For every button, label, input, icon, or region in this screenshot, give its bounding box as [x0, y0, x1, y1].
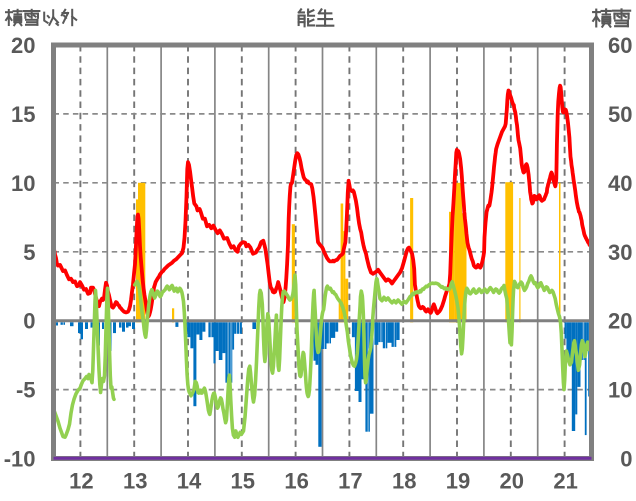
svg-text:5: 5 [23, 240, 35, 265]
svg-text:21: 21 [553, 469, 577, 494]
svg-text:14: 14 [177, 469, 202, 494]
svg-text:19: 19 [446, 469, 470, 494]
svg-text:30: 30 [608, 240, 632, 265]
svg-text:16: 16 [284, 469, 308, 494]
svg-text:18: 18 [392, 469, 416, 494]
svg-text:10: 10 [608, 378, 632, 403]
svg-text:12: 12 [69, 469, 93, 494]
svg-text:20: 20 [608, 309, 632, 334]
svg-text:60: 60 [608, 33, 632, 58]
svg-text:20: 20 [11, 33, 35, 58]
svg-text:0: 0 [23, 309, 35, 334]
svg-text:13: 13 [123, 469, 147, 494]
svg-text:20: 20 [500, 469, 524, 494]
svg-text:0: 0 [620, 447, 632, 472]
svg-text:-10: -10 [4, 447, 36, 472]
svg-text:40: 40 [608, 171, 632, 196]
svg-text:17: 17 [338, 469, 362, 494]
svg-text:50: 50 [608, 102, 632, 127]
svg-text:10: 10 [11, 171, 35, 196]
svg-text:15: 15 [231, 469, 255, 494]
svg-text:-5: -5 [16, 378, 36, 403]
svg-text:15: 15 [11, 102, 35, 127]
